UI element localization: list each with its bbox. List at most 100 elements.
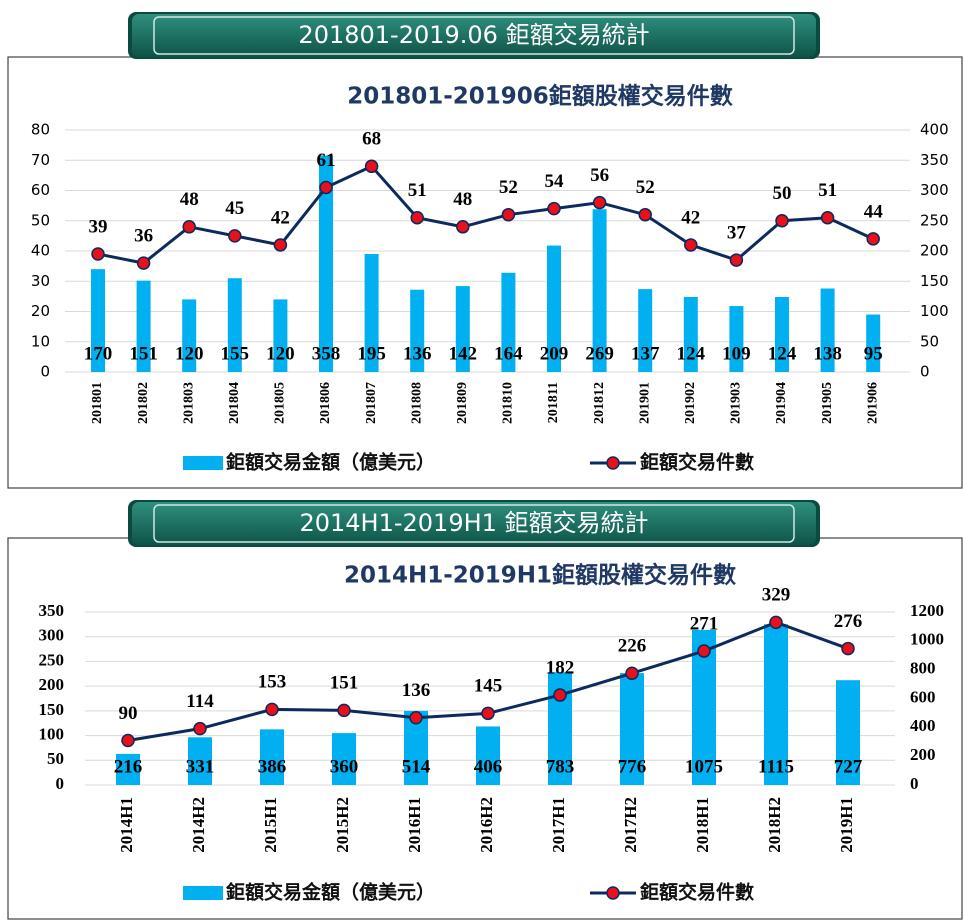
line-marker (91, 247, 105, 261)
bar-value-label: 216 (114, 756, 143, 777)
bar-value-label: 358 (312, 343, 341, 364)
banner (132, 502, 816, 545)
line-value-label: 42 (271, 207, 290, 228)
line-value-label: 52 (636, 177, 655, 198)
y-tick-label: 0 (40, 363, 50, 381)
x-tick-label: 201901 (637, 382, 652, 424)
line-marker (273, 238, 288, 252)
y-tick-label: 350 (39, 601, 65, 620)
legend-marker (606, 886, 620, 900)
y-tick-label: 250 (39, 650, 65, 669)
line-marker (820, 210, 835, 225)
y2-tick-label: 0 (920, 363, 930, 381)
y-tick-label: 40 (31, 242, 50, 260)
bar-value-label: 331 (186, 756, 215, 777)
line-marker (456, 220, 470, 234)
line-marker (193, 721, 207, 736)
banner-inner (153, 16, 795, 55)
line-value-label: 45 (225, 198, 244, 219)
line-value-label: 48 (180, 189, 199, 210)
line-marker (481, 706, 495, 721)
y-tick-label: 30 (31, 272, 50, 290)
line-value-label: 50 (773, 183, 792, 204)
bar-value-label: 783 (546, 756, 575, 777)
legend-label: 鉅額交易件數 (640, 451, 754, 474)
bar-value-label: 120 (175, 343, 204, 364)
banner-title: 201801-2019.06 鉅額交易統計 (298, 21, 649, 49)
bar (592, 209, 607, 372)
chart-frame (7, 56, 963, 489)
bar (455, 286, 470, 372)
line-value-label: 37 (727, 222, 747, 243)
bar (182, 299, 197, 372)
line-value-label: 36 (134, 225, 153, 246)
line-marker (121, 733, 135, 748)
y-tick-label: 0 (56, 774, 65, 793)
y-tick-label: 50 (47, 749, 64, 768)
y-tick-label: 50 (31, 211, 50, 229)
x-tick-label: 201811 (546, 382, 561, 423)
y-tick-label: 70 (31, 151, 50, 169)
x-tick-label: 2015H1 (261, 797, 280, 853)
bar-value-label: 164 (494, 343, 523, 364)
chart-title: 201801-201906鉅額股權交易件數 (347, 83, 733, 110)
line-value-label: 61 (317, 150, 336, 171)
bar-value-label: 124 (768, 343, 797, 364)
x-tick-label: 2014H2 (189, 797, 208, 853)
bar-value-label: 120 (266, 343, 295, 364)
x-tick-label: 201809 (455, 382, 470, 424)
line-value-label: 54 (545, 171, 565, 192)
y2-tick-label: 1200 (910, 601, 944, 620)
bar (410, 289, 425, 372)
line-marker (265, 702, 279, 717)
line-marker (364, 159, 379, 174)
y-tick-label: 300 (39, 626, 65, 645)
legend-label: 鉅額交易件數 (640, 881, 754, 904)
y2-tick-label: 200 (910, 745, 936, 764)
x-tick-label: 201902 (683, 382, 698, 424)
bar-value-label: 195 (357, 343, 386, 364)
line-value-label: 153 (258, 672, 287, 693)
bar (683, 296, 698, 372)
line-value-label: 48 (453, 189, 472, 210)
bar-value-label: 151 (129, 343, 158, 364)
line-value-label: 182 (546, 657, 575, 678)
x-tick-label: 2017H2 (621, 797, 640, 853)
bar-value-label: 776 (618, 756, 647, 777)
bar (364, 254, 379, 372)
line-marker (228, 229, 242, 243)
line-value-label: 145 (474, 676, 503, 697)
bar (501, 272, 516, 372)
line-marker (697, 644, 711, 658)
y-tick-label: 200 (39, 675, 65, 694)
x-tick-label: 201906 (865, 382, 880, 424)
line-value-label: 271 (690, 613, 719, 634)
x-tick-label: 201805 (273, 382, 288, 424)
line-value-label: 39 (89, 216, 108, 237)
y2-tick-label: 150 (920, 272, 949, 290)
x-tick-label: 201808 (409, 382, 424, 424)
x-tick-label: 2018H1 (693, 797, 712, 853)
bar (476, 726, 500, 785)
line-marker (841, 641, 855, 656)
legend-label: 鉅額交易金額（億美元） (226, 451, 435, 474)
y2-tick-label: 50 (920, 332, 939, 350)
x-tick-label: 2015H2 (333, 797, 352, 853)
bar (620, 673, 644, 785)
x-tick-label: 201803 (181, 382, 196, 424)
bar-value-label: 1115 (758, 756, 794, 777)
line-value-label: 329 (762, 585, 791, 606)
bar-value-label: 209 (540, 343, 569, 364)
line-marker (410, 210, 424, 225)
legend-swatch (183, 886, 223, 900)
line-value-label: 51 (408, 180, 427, 201)
bar-value-label: 386 (258, 756, 287, 777)
line-value-label: 56 (590, 165, 609, 186)
legend-label: 鉅額交易金額（億美元） (226, 881, 435, 904)
bar-value-label: 142 (449, 343, 478, 364)
line-value-label: 136 (402, 680, 431, 701)
bar (638, 289, 653, 372)
legend-marker (606, 456, 620, 470)
bar-value-label: 109 (722, 343, 751, 364)
bar (332, 733, 356, 785)
